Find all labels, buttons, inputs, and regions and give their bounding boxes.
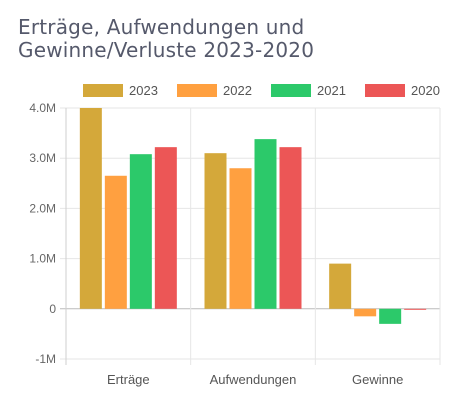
bar-2020-aufwendungen[interactable] <box>279 147 302 309</box>
bar-2022-gewinne[interactable] <box>354 308 377 317</box>
legend-swatch <box>271 84 311 97</box>
chart-title-line-1: Erträge, Aufwendungen und <box>18 15 305 39</box>
chart-title: Erträge, Aufwendungen und Gewinne/Verlus… <box>18 16 448 62</box>
legend-swatch <box>365 84 405 97</box>
chart-axes: 4.0M 3.0M 2.0M 1.0M 0 -1M Erträge Aufwendungen G… <box>29 101 403 387</box>
y-tick-label: 1.0M <box>29 252 56 266</box>
x-tick-label: Gewinne <box>352 372 403 387</box>
y-tick-label: 2.0M <box>29 201 56 215</box>
legend-swatch <box>83 84 123 97</box>
legend-label: 2021 <box>317 83 346 98</box>
legend-label: 2020 <box>411 83 440 98</box>
bar-2022-erträge[interactable] <box>104 175 127 309</box>
chart-bars <box>79 108 427 324</box>
bar-2020-gewinne[interactable] <box>404 308 427 310</box>
chart-legend: 2023 2022 2021 2020 <box>83 83 440 98</box>
y-tick-label: 4.0M <box>29 101 56 115</box>
bar-2021-gewinne[interactable] <box>379 308 402 324</box>
legend-label: 2023 <box>129 83 158 98</box>
legend-item-2023[interactable]: 2023 <box>83 83 158 98</box>
bar-2020-erträge[interactable] <box>154 147 177 309</box>
legend-label: 2022 <box>223 83 252 98</box>
y-tick-label: 0 <box>49 302 56 316</box>
bar-2023-erträge[interactable] <box>79 108 102 309</box>
legend-item-2022[interactable]: 2022 <box>177 83 252 98</box>
legend-swatch <box>177 84 217 97</box>
legend-item-2020[interactable]: 2020 <box>365 83 440 98</box>
bar-2023-gewinne[interactable] <box>329 263 352 309</box>
legend-item-2021[interactable]: 2021 <box>271 83 346 98</box>
x-tick-label: Erträge <box>107 372 150 387</box>
chart-title-line-2: Gewinne/Verluste 2023-2020 <box>18 38 315 62</box>
y-tick-label: -1M <box>35 352 56 366</box>
y-tick-label: 3.0M <box>29 151 56 165</box>
bar-2022-aufwendungen[interactable] <box>229 168 252 309</box>
bar-2021-erträge[interactable] <box>129 154 152 309</box>
x-tick-label: Aufwendungen <box>210 372 297 387</box>
bar-2023-aufwendungen[interactable] <box>204 153 227 309</box>
bar-2021-aufwendungen[interactable] <box>254 139 277 309</box>
